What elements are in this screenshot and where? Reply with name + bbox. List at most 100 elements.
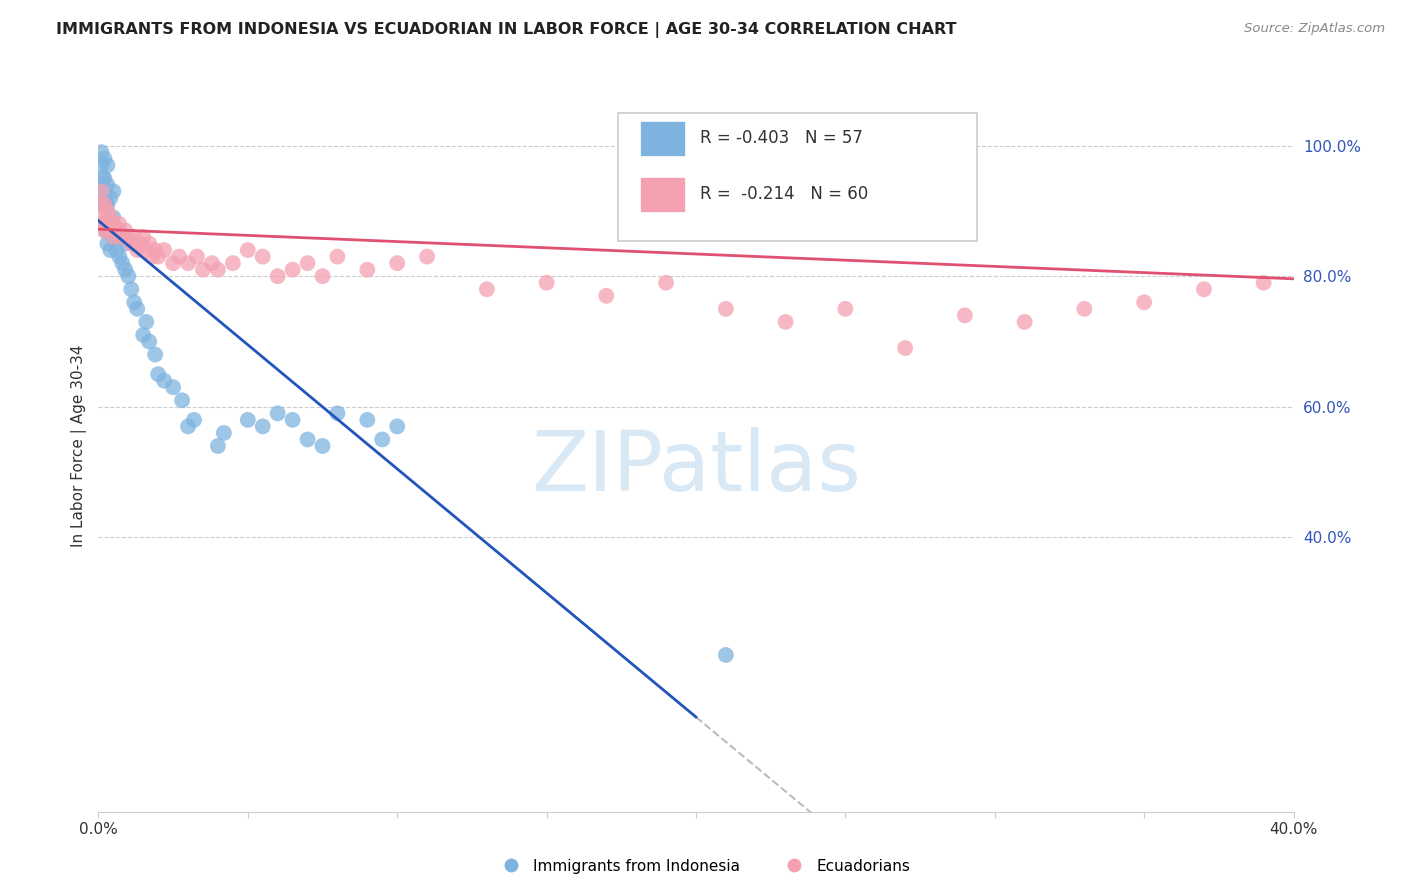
- Point: [222, 256, 245, 270]
- Point: [153, 243, 176, 257]
- Point: [96, 236, 118, 251]
- Point: [252, 419, 274, 434]
- Point: [129, 236, 152, 251]
- Point: [103, 217, 125, 231]
- Point: [326, 250, 349, 264]
- Point: [108, 217, 131, 231]
- Point: [191, 262, 214, 277]
- Point: [267, 406, 290, 420]
- Point: [105, 223, 128, 237]
- Y-axis label: In Labor Force | Age 30-34: In Labor Force | Age 30-34: [72, 344, 87, 548]
- Point: [105, 223, 128, 237]
- Point: [93, 223, 115, 237]
- Bar: [640, 177, 685, 212]
- Point: [114, 262, 136, 277]
- Point: [91, 171, 114, 186]
- Point: [135, 243, 157, 257]
- Point: [103, 230, 125, 244]
- Point: [90, 158, 112, 172]
- Point: [127, 243, 149, 257]
- Point: [96, 197, 118, 211]
- Point: [91, 217, 114, 231]
- Point: [281, 262, 304, 277]
- Text: IMMIGRANTS FROM INDONESIA VS ECUADORIAN IN LABOR FORCE | AGE 30-34 CORRELATION C: IMMIGRANTS FROM INDONESIA VS ECUADORIAN …: [56, 22, 956, 38]
- Point: [93, 152, 115, 166]
- Point: [186, 250, 208, 264]
- Point: [114, 223, 136, 237]
- Point: [183, 413, 205, 427]
- Point: [96, 178, 118, 192]
- Point: [117, 269, 139, 284]
- Point: [297, 433, 319, 447]
- Point: [127, 301, 149, 316]
- Point: [267, 269, 290, 284]
- Point: [595, 289, 617, 303]
- Point: [93, 197, 115, 211]
- Point: [252, 250, 274, 264]
- Point: [114, 236, 136, 251]
- Point: [207, 439, 229, 453]
- Point: [89, 197, 111, 211]
- Point: [775, 315, 797, 329]
- Point: [326, 406, 349, 420]
- Bar: [640, 120, 685, 155]
- Point: [90, 184, 112, 198]
- Point: [103, 230, 125, 244]
- Point: [111, 230, 134, 244]
- Point: [120, 282, 142, 296]
- Point: [96, 217, 118, 231]
- Point: [236, 413, 259, 427]
- Point: [132, 230, 155, 244]
- Point: [655, 276, 678, 290]
- Point: [93, 217, 115, 231]
- Point: [714, 301, 737, 316]
- Point: [356, 413, 378, 427]
- Text: R =  -0.214   N = 60: R = -0.214 N = 60: [700, 186, 868, 203]
- Text: R = -0.403   N = 57: R = -0.403 N = 57: [700, 129, 862, 147]
- Point: [108, 250, 131, 264]
- FancyBboxPatch shape: [619, 113, 977, 241]
- Point: [132, 328, 155, 343]
- Point: [91, 197, 114, 211]
- Point: [96, 158, 118, 172]
- Point: [103, 184, 125, 198]
- Point: [143, 243, 166, 257]
- Point: [94, 197, 117, 211]
- Point: [138, 334, 160, 349]
- Point: [1073, 301, 1095, 316]
- Point: [108, 223, 131, 237]
- Point: [120, 236, 142, 251]
- Point: [1133, 295, 1156, 310]
- Point: [162, 256, 184, 270]
- Point: [1253, 276, 1275, 290]
- Point: [212, 425, 235, 440]
- Point: [207, 262, 229, 277]
- Point: [100, 191, 122, 205]
- Point: [177, 256, 200, 270]
- Legend: Immigrants from Indonesia, Ecuadorians: Immigrants from Indonesia, Ecuadorians: [489, 853, 917, 880]
- Point: [281, 413, 304, 427]
- Point: [536, 276, 558, 290]
- Point: [90, 145, 112, 160]
- Point: [167, 250, 190, 264]
- Point: [90, 211, 112, 225]
- Point: [416, 250, 439, 264]
- Text: Source: ZipAtlas.com: Source: ZipAtlas.com: [1244, 22, 1385, 36]
- Point: [138, 236, 160, 251]
- Point: [103, 211, 125, 225]
- Point: [385, 256, 409, 270]
- Point: [172, 393, 194, 408]
- Point: [124, 230, 146, 244]
- Point: [111, 230, 134, 244]
- Point: [953, 309, 976, 323]
- Point: [371, 433, 394, 447]
- Point: [96, 217, 118, 231]
- Point: [714, 648, 737, 662]
- Point: [89, 184, 111, 198]
- Point: [111, 256, 134, 270]
- Point: [385, 419, 409, 434]
- Point: [162, 380, 184, 394]
- Point: [148, 250, 170, 264]
- Point: [100, 223, 122, 237]
- Point: [117, 230, 139, 244]
